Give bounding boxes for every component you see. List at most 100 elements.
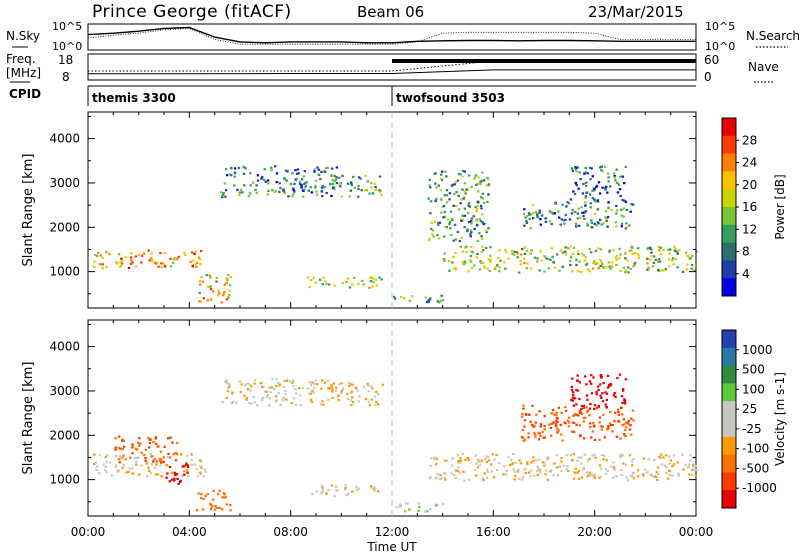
x-tick-label: 04:00 xyxy=(172,525,207,539)
range-cell xyxy=(601,263,604,266)
range-cell xyxy=(607,201,610,204)
range-cell xyxy=(114,437,117,440)
range-cell xyxy=(427,300,430,303)
range-cell xyxy=(615,209,619,212)
range-cell xyxy=(627,479,630,482)
range-cell xyxy=(571,252,575,255)
range-cell xyxy=(363,385,366,388)
station-title: Prince George (fitACF) xyxy=(92,2,292,22)
range-cell xyxy=(451,217,454,220)
range-cell xyxy=(244,383,247,386)
range-cell xyxy=(547,423,551,426)
range-cell xyxy=(620,225,623,228)
range-cell xyxy=(300,184,303,187)
range-cell xyxy=(299,404,303,407)
range-cell xyxy=(598,438,601,441)
colorbar-tick-label: 100 xyxy=(742,382,765,396)
range-cell xyxy=(478,268,482,271)
range-cell xyxy=(605,219,608,222)
range-cell xyxy=(576,250,580,253)
y-tick-label: 4000 xyxy=(49,132,80,146)
range-cell xyxy=(470,246,473,249)
range-cell xyxy=(459,457,462,460)
range-cell xyxy=(539,223,542,226)
range-cell xyxy=(463,479,466,482)
range-cell xyxy=(110,474,114,477)
range-cell xyxy=(588,407,592,410)
range-cell xyxy=(471,251,475,254)
range-cell xyxy=(452,255,455,258)
range-cell xyxy=(539,434,542,437)
range-cell xyxy=(429,212,432,215)
range-cell xyxy=(333,174,336,177)
range-cell xyxy=(587,474,590,477)
range-cell xyxy=(341,387,344,390)
range-cell xyxy=(184,253,187,256)
range-cell xyxy=(135,460,138,463)
range-cell xyxy=(303,170,306,173)
range-cell xyxy=(198,291,201,295)
range-cell xyxy=(222,292,226,296)
range-cell xyxy=(484,229,488,232)
scatter-band xyxy=(219,165,339,199)
range-cell xyxy=(334,389,338,392)
range-cell xyxy=(571,208,574,212)
cpid-segment-label: twofsound 3503 xyxy=(396,91,505,105)
range-cell xyxy=(223,182,227,185)
range-cell xyxy=(265,395,269,398)
range-cell xyxy=(328,283,331,286)
range-cell xyxy=(572,391,575,394)
range-cell xyxy=(138,437,141,440)
range-cell xyxy=(595,390,598,394)
range-cell xyxy=(577,207,581,210)
range-cell xyxy=(672,263,675,266)
range-cell xyxy=(636,247,640,250)
range-cell xyxy=(93,260,96,263)
range-cell xyxy=(270,166,273,169)
range-cell xyxy=(314,281,317,284)
range-cell xyxy=(688,473,691,476)
range-cell xyxy=(671,465,674,468)
scatter-band xyxy=(522,200,635,230)
range-cell xyxy=(580,252,584,255)
range-cell xyxy=(173,477,176,480)
range-cell xyxy=(610,261,614,264)
range-cell xyxy=(559,223,562,226)
range-cell xyxy=(171,441,174,444)
range-cell xyxy=(300,178,304,181)
range-cell xyxy=(584,196,587,200)
range-cell xyxy=(565,205,568,208)
range-cell xyxy=(525,221,529,224)
range-cell xyxy=(522,439,525,442)
range-cell xyxy=(650,255,653,258)
range-cell xyxy=(278,383,282,386)
range-cell xyxy=(496,469,499,472)
range-cell xyxy=(596,385,600,388)
y-tick-label: 3000 xyxy=(49,384,80,398)
range-cell xyxy=(498,270,501,273)
range-cell xyxy=(573,397,577,400)
range-cell xyxy=(576,217,579,220)
range-cell xyxy=(583,375,587,378)
range-cell xyxy=(682,468,685,471)
scatter-band xyxy=(442,245,698,274)
range-cell xyxy=(524,468,527,471)
range-cell xyxy=(596,199,600,202)
range-cell xyxy=(166,472,169,475)
range-cell xyxy=(435,457,439,460)
range-cell xyxy=(315,193,319,196)
range-cell xyxy=(672,463,675,466)
range-cell xyxy=(572,477,576,480)
range-cell xyxy=(226,278,229,281)
range-cell xyxy=(570,399,573,402)
range-cell xyxy=(615,264,618,267)
range-cell xyxy=(589,178,592,181)
range-cell xyxy=(668,248,672,251)
range-cell xyxy=(561,203,564,206)
range-cell xyxy=(618,373,622,376)
range-cell xyxy=(666,477,670,480)
range-cell xyxy=(623,423,626,426)
range-cell xyxy=(371,192,375,195)
range-cell xyxy=(637,254,641,257)
range-cell xyxy=(577,187,580,190)
